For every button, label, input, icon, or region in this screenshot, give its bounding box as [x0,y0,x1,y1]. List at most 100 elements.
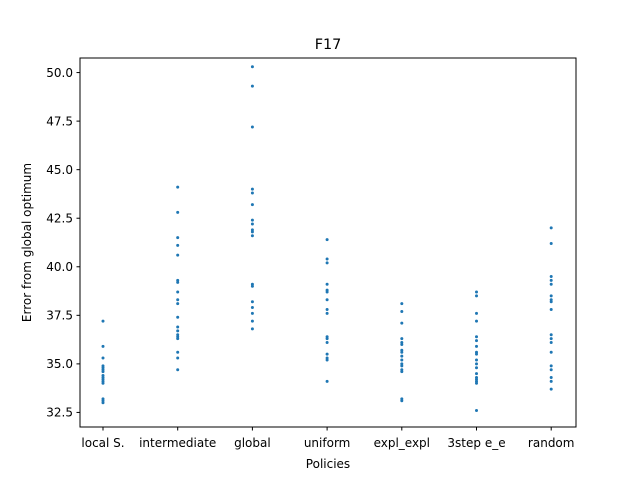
y-tick-label: 42.5 [46,211,73,225]
data-point [176,210,180,214]
data-point [250,230,254,234]
data-point [475,352,478,356]
data-point [250,84,254,88]
data-point [400,309,404,313]
y-tick-label: 50.0 [46,66,73,80]
data-point [176,350,180,354]
data-point [549,241,553,245]
data-point [400,302,404,306]
data-point [400,350,404,354]
x-tick-label: global [234,436,271,450]
data-point [101,356,105,360]
data-point [176,325,180,329]
data-point [176,315,180,319]
data-point [549,278,553,282]
x-tick-label: random [528,436,575,450]
data-point [475,339,478,343]
data-point [325,311,329,315]
data-point [250,125,254,129]
data-point [101,381,105,385]
data-point [176,280,180,284]
data-point [475,362,478,366]
data-point [549,274,553,278]
data-point [325,282,329,286]
data-point [325,257,329,261]
y-tick-label: 32.5 [46,406,73,420]
data-point [250,306,254,310]
data-point [400,399,404,403]
data-point [325,290,329,294]
data-point [475,319,478,323]
data-point [250,327,254,331]
data-point [549,341,553,345]
data-point [250,234,254,238]
data-point [549,387,553,391]
x-tick-label: 3step e_e [447,436,505,450]
data-point [250,311,254,315]
data-point [176,298,180,302]
data-point [400,337,404,341]
data-point [549,300,553,304]
y-axis-label: Error from global optimum [20,163,34,322]
data-point [176,356,180,360]
data-point [176,329,180,333]
y-tick-label: 40.0 [46,260,73,274]
data-point [176,243,180,247]
data-point [325,261,329,265]
data-point [325,358,329,362]
data-point [549,226,553,230]
data-point [101,401,105,405]
data-point [475,366,478,370]
data-point [475,381,478,385]
data-point [325,379,329,383]
data-point [549,333,553,337]
data-point [549,282,553,286]
x-axis: local S. intermediate global uniform expl_ex… [81,427,574,450]
data-point [250,203,254,207]
data-point [400,370,404,374]
data-point [325,337,329,341]
data-point [325,238,329,242]
data-point [325,298,329,302]
data-point [250,218,254,222]
data-point [325,352,329,356]
data-point [250,187,254,191]
y-tick-label: 47.5 [46,114,73,128]
data-point [549,308,553,312]
data-point [475,311,478,315]
y-axis: 32.5 35.0 37.5 40.0 42.5 45.0 47.5 50.0 [46,66,80,420]
data-point [176,368,180,372]
data-point [250,191,254,195]
data-point [101,319,105,323]
data-point [325,308,329,312]
data-point [250,65,254,69]
data-point [400,321,404,325]
data-point [101,344,105,348]
data-point [250,319,254,323]
data-point [475,408,478,412]
data-point [400,358,404,362]
data-point [250,222,254,226]
data-point [250,284,254,288]
x-tick-label: expl_expl [374,436,430,450]
x-axis-label: Policies [306,457,350,471]
y-tick-label: 37.5 [46,309,73,323]
data-point [549,379,553,383]
data-point [475,358,478,362]
data-point [549,337,553,341]
data-point [176,185,180,189]
y-tick-label: 45.0 [46,163,73,177]
data-point [475,372,478,376]
data-point [325,341,329,345]
data-point [475,290,478,294]
data-points [101,65,553,412]
data-point [549,375,553,379]
data-point [101,370,105,374]
data-point [549,368,553,372]
data-point [400,364,404,368]
x-tick-label: uniform [304,436,351,450]
data-point [549,364,553,368]
data-point [475,335,478,339]
